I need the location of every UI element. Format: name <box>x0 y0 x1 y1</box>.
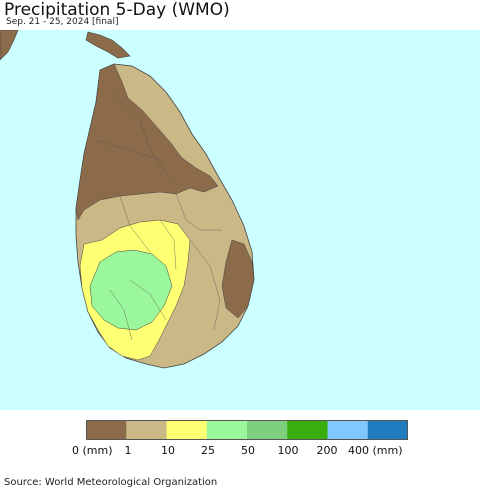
zone-north-brown <box>75 63 219 221</box>
map-title: Precipitation 5-Day (WMO) <box>4 0 230 20</box>
jaffna-peninsula <box>85 31 131 59</box>
legend-swatch <box>166 420 208 440</box>
legend-swatch <box>327 420 369 440</box>
legend-swatch <box>247 420 288 440</box>
legend-swatch <box>126 420 167 440</box>
map-subtitle: Sep. 21 - 25, 2024 [final] <box>6 17 119 27</box>
legend-swatch <box>86 420 127 440</box>
legend-swatch <box>206 420 248 440</box>
india-coast <box>0 30 19 61</box>
legend-tick-label: 200 <box>316 444 338 457</box>
precipitation-map <box>0 30 480 410</box>
legend-swatch <box>287 420 328 440</box>
source-credit: Source: World Meteorological Organizatio… <box>4 477 218 488</box>
legend-tick-label: 100 <box>277 444 299 457</box>
zone-green <box>89 249 173 331</box>
legend-color-bar <box>86 420 408 440</box>
district-boundaries <box>95 89 222 341</box>
legend-frame <box>86 420 408 440</box>
legend-tick-label: 400 (mm) <box>348 444 403 457</box>
legend-tick-label: 50 <box>241 444 255 457</box>
legend-tick-label: 10 <box>161 444 175 457</box>
legend-tick-label: 0 (mm) <box>72 444 113 457</box>
legend-tick-label: 25 <box>201 444 215 457</box>
legend-tick-label: 1 <box>124 444 132 457</box>
legend-swatch <box>367 420 408 440</box>
zone-east-brown <box>221 239 255 319</box>
